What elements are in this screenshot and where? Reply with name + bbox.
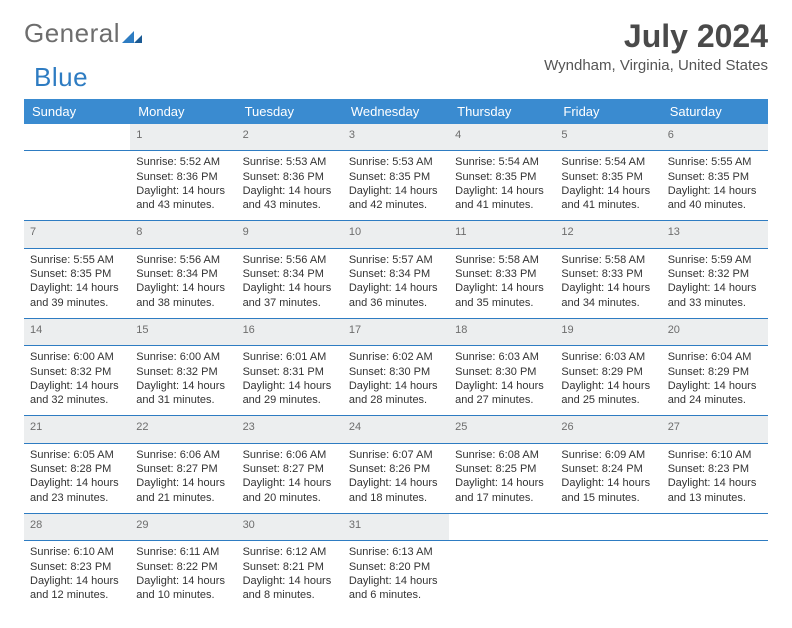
col-header: Tuesday xyxy=(237,99,343,124)
day-info: Sunrise: 6:07 AM Sunset: 8:26 PM Dayligh… xyxy=(343,443,449,513)
day-info: Sunrise: 6:00 AM Sunset: 8:32 PM Dayligh… xyxy=(24,346,130,416)
calendar-table: SundayMondayTuesdayWednesdayThursdayFrid… xyxy=(24,99,768,610)
brand-part1: General xyxy=(24,18,120,49)
day-info: Sunrise: 5:58 AM Sunset: 8:33 PM Dayligh… xyxy=(449,248,555,318)
col-header: Friday xyxy=(555,99,661,124)
day-number: 8 xyxy=(130,221,236,248)
day-info: Sunrise: 5:52 AM Sunset: 8:36 PM Dayligh… xyxy=(130,151,236,221)
col-header: Saturday xyxy=(662,99,768,124)
day-number: 7 xyxy=(24,221,130,248)
day-info: Sunrise: 6:11 AM Sunset: 8:22 PM Dayligh… xyxy=(130,541,236,611)
day-number: 13 xyxy=(662,221,768,248)
day-info xyxy=(555,541,661,611)
day-number: 26 xyxy=(555,416,661,443)
col-header: Thursday xyxy=(449,99,555,124)
day-number: 12 xyxy=(555,221,661,248)
day-info: Sunrise: 6:12 AM Sunset: 8:21 PM Dayligh… xyxy=(237,541,343,611)
day-number: 21 xyxy=(24,416,130,443)
day-info: Sunrise: 5:56 AM Sunset: 8:34 PM Dayligh… xyxy=(130,248,236,318)
day-number: 5 xyxy=(555,124,661,151)
day-info: Sunrise: 6:04 AM Sunset: 8:29 PM Dayligh… xyxy=(662,346,768,416)
day-number xyxy=(555,513,661,540)
day-number: 18 xyxy=(449,318,555,345)
day-number: 28 xyxy=(24,513,130,540)
day-number: 24 xyxy=(343,416,449,443)
day-info: Sunrise: 5:57 AM Sunset: 8:34 PM Dayligh… xyxy=(343,248,449,318)
day-number: 3 xyxy=(343,124,449,151)
day-number: 10 xyxy=(343,221,449,248)
day-info: Sunrise: 5:59 AM Sunset: 8:32 PM Dayligh… xyxy=(662,248,768,318)
day-info: Sunrise: 6:05 AM Sunset: 8:28 PM Dayligh… xyxy=(24,443,130,513)
day-info: Sunrise: 6:09 AM Sunset: 8:24 PM Dayligh… xyxy=(555,443,661,513)
day-info: Sunrise: 5:53 AM Sunset: 8:36 PM Dayligh… xyxy=(237,151,343,221)
day-number: 16 xyxy=(237,318,343,345)
day-number: 6 xyxy=(662,124,768,151)
day-number xyxy=(662,513,768,540)
day-info: Sunrise: 5:55 AM Sunset: 8:35 PM Dayligh… xyxy=(24,248,130,318)
day-number: 27 xyxy=(662,416,768,443)
page-title: July 2024 xyxy=(544,18,768,55)
day-info: Sunrise: 5:58 AM Sunset: 8:33 PM Dayligh… xyxy=(555,248,661,318)
day-info: Sunrise: 5:54 AM Sunset: 8:35 PM Dayligh… xyxy=(555,151,661,221)
day-number: 31 xyxy=(343,513,449,540)
day-info xyxy=(449,541,555,611)
day-info: Sunrise: 5:56 AM Sunset: 8:34 PM Dayligh… xyxy=(237,248,343,318)
day-number: 22 xyxy=(130,416,236,443)
col-header: Sunday xyxy=(24,99,130,124)
col-header: Wednesday xyxy=(343,99,449,124)
day-number: 19 xyxy=(555,318,661,345)
day-number: 11 xyxy=(449,221,555,248)
day-info: Sunrise: 6:03 AM Sunset: 8:29 PM Dayligh… xyxy=(555,346,661,416)
day-info xyxy=(662,541,768,611)
day-number xyxy=(24,124,130,151)
day-number: 29 xyxy=(130,513,236,540)
day-info: Sunrise: 6:00 AM Sunset: 8:32 PM Dayligh… xyxy=(130,346,236,416)
day-info xyxy=(24,151,130,221)
day-number: 14 xyxy=(24,318,130,345)
day-number: 15 xyxy=(130,318,236,345)
day-info: Sunrise: 6:10 AM Sunset: 8:23 PM Dayligh… xyxy=(24,541,130,611)
day-number: 1 xyxy=(130,124,236,151)
day-info: Sunrise: 6:08 AM Sunset: 8:25 PM Dayligh… xyxy=(449,443,555,513)
day-number: 17 xyxy=(343,318,449,345)
col-header: Monday xyxy=(130,99,236,124)
brand-logo: General xyxy=(24,18,142,49)
day-number: 4 xyxy=(449,124,555,151)
location-subtitle: Wyndham, Virginia, United States xyxy=(544,57,768,74)
day-number: 23 xyxy=(237,416,343,443)
day-info: Sunrise: 5:55 AM Sunset: 8:35 PM Dayligh… xyxy=(662,151,768,221)
day-number: 30 xyxy=(237,513,343,540)
day-info: Sunrise: 6:06 AM Sunset: 8:27 PM Dayligh… xyxy=(237,443,343,513)
day-number: 2 xyxy=(237,124,343,151)
day-info: Sunrise: 6:01 AM Sunset: 8:31 PM Dayligh… xyxy=(237,346,343,416)
day-info: Sunrise: 6:06 AM Sunset: 8:27 PM Dayligh… xyxy=(130,443,236,513)
logo-icon xyxy=(122,21,142,52)
day-number: 20 xyxy=(662,318,768,345)
brand-part2: Blue xyxy=(34,62,88,93)
day-number xyxy=(449,513,555,540)
day-info: Sunrise: 6:10 AM Sunset: 8:23 PM Dayligh… xyxy=(662,443,768,513)
day-info: Sunrise: 6:03 AM Sunset: 8:30 PM Dayligh… xyxy=(449,346,555,416)
day-info: Sunrise: 6:02 AM Sunset: 8:30 PM Dayligh… xyxy=(343,346,449,416)
day-number: 25 xyxy=(449,416,555,443)
day-number: 9 xyxy=(237,221,343,248)
day-info: Sunrise: 6:13 AM Sunset: 8:20 PM Dayligh… xyxy=(343,541,449,611)
day-info: Sunrise: 5:53 AM Sunset: 8:35 PM Dayligh… xyxy=(343,151,449,221)
day-info: Sunrise: 5:54 AM Sunset: 8:35 PM Dayligh… xyxy=(449,151,555,221)
